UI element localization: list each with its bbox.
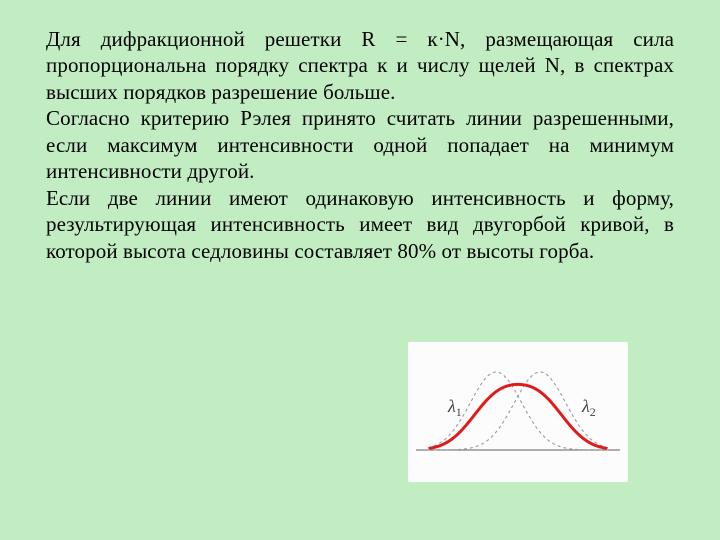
paragraph-1: Для дифракционной решетки R = к·N, разме… <box>46 26 674 105</box>
rayleigh-criterion-chart: λ1 λ2 <box>408 342 628 482</box>
paragraph-3: Если две линии имеют одинаковую интенсив… <box>46 185 674 264</box>
paragraph-2: Согласно критерию Рэлея принято считать … <box>46 105 674 184</box>
chart-svg: λ1 λ2 <box>408 342 628 482</box>
lambda1-label: λ1 <box>447 396 462 419</box>
lambda2-label: λ2 <box>581 396 596 419</box>
